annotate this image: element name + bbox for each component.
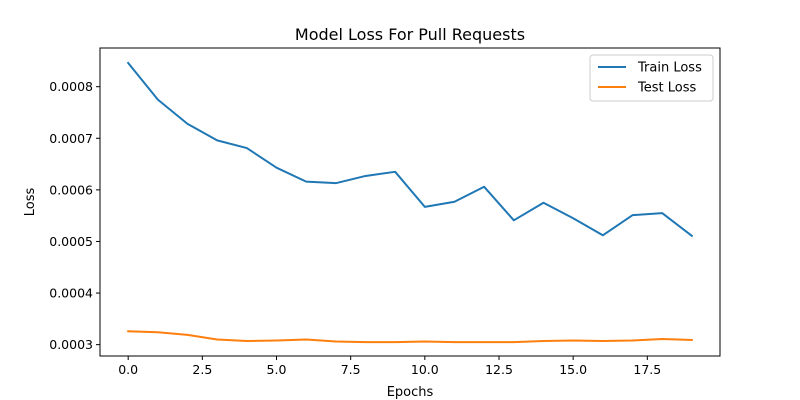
- x-tick-label: 12.5: [485, 362, 513, 377]
- x-tick-label: 0.0: [118, 362, 138, 377]
- y-tick-label: 0.0004: [49, 286, 93, 301]
- x-tick-label: 17.5: [633, 362, 661, 377]
- chart-title: Model Loss For Pull Requests: [295, 25, 525, 44]
- x-tick-label: 15.0: [559, 362, 587, 377]
- y-tick-label: 0.0006: [49, 182, 93, 197]
- y-tick-label: 0.0008: [49, 79, 93, 94]
- series-line-train-loss: [126, 61, 694, 238]
- series-line-test-loss: [127, 330, 693, 344]
- legend: Train Loss Test Loss: [589, 54, 714, 102]
- y-tick-label: 0.0007: [49, 131, 93, 146]
- plot-frame: [99, 47, 721, 357]
- x-axis-title: Epochs: [387, 385, 434, 400]
- legend-label-train-loss: Train Loss: [637, 61, 702, 76]
- y-tick-label: 0.0005: [49, 234, 93, 249]
- x-tick-label: 2.5: [192, 362, 212, 377]
- y-tick-label: 0.0003: [49, 337, 93, 352]
- x-tick-label: 7.5: [341, 362, 361, 377]
- legend-label-test-loss: Test Loss: [637, 81, 696, 96]
- x-tick-label: 5.0: [267, 362, 287, 377]
- y-axis-title: Loss: [23, 188, 38, 217]
- x-tick-label: 10.0: [411, 362, 439, 377]
